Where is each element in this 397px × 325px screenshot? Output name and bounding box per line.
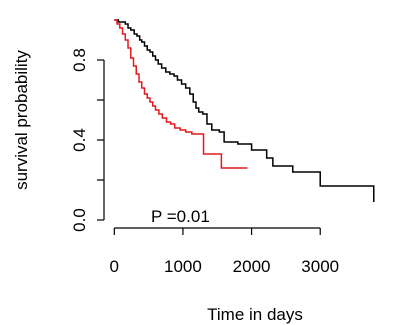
x-tick-label: 1000 bbox=[164, 257, 202, 276]
y-ticks: 0.0 0.4 0.8 bbox=[70, 48, 104, 232]
p-value-label: P =0.01 bbox=[151, 207, 210, 226]
series-layer bbox=[114, 19, 375, 202]
survival-curve-2 bbox=[114, 19, 248, 169]
x-tick-label: 3000 bbox=[301, 257, 339, 276]
y-axis-title: survival probability bbox=[12, 50, 31, 190]
survival-curve-1 bbox=[114, 19, 375, 202]
x-axis-title: Time in days bbox=[207, 305, 303, 324]
y-tick-label: 0.0 bbox=[70, 208, 89, 232]
y-tick-label: 0.8 bbox=[70, 48, 89, 72]
x-ticks: 0 1000 2000 3000 bbox=[110, 228, 339, 276]
plot-area bbox=[103, 19, 375, 229]
x-tick-label: 2000 bbox=[233, 257, 271, 276]
x-tick-label: 0 bbox=[110, 257, 119, 276]
y-tick-label: 0.4 bbox=[70, 128, 89, 152]
